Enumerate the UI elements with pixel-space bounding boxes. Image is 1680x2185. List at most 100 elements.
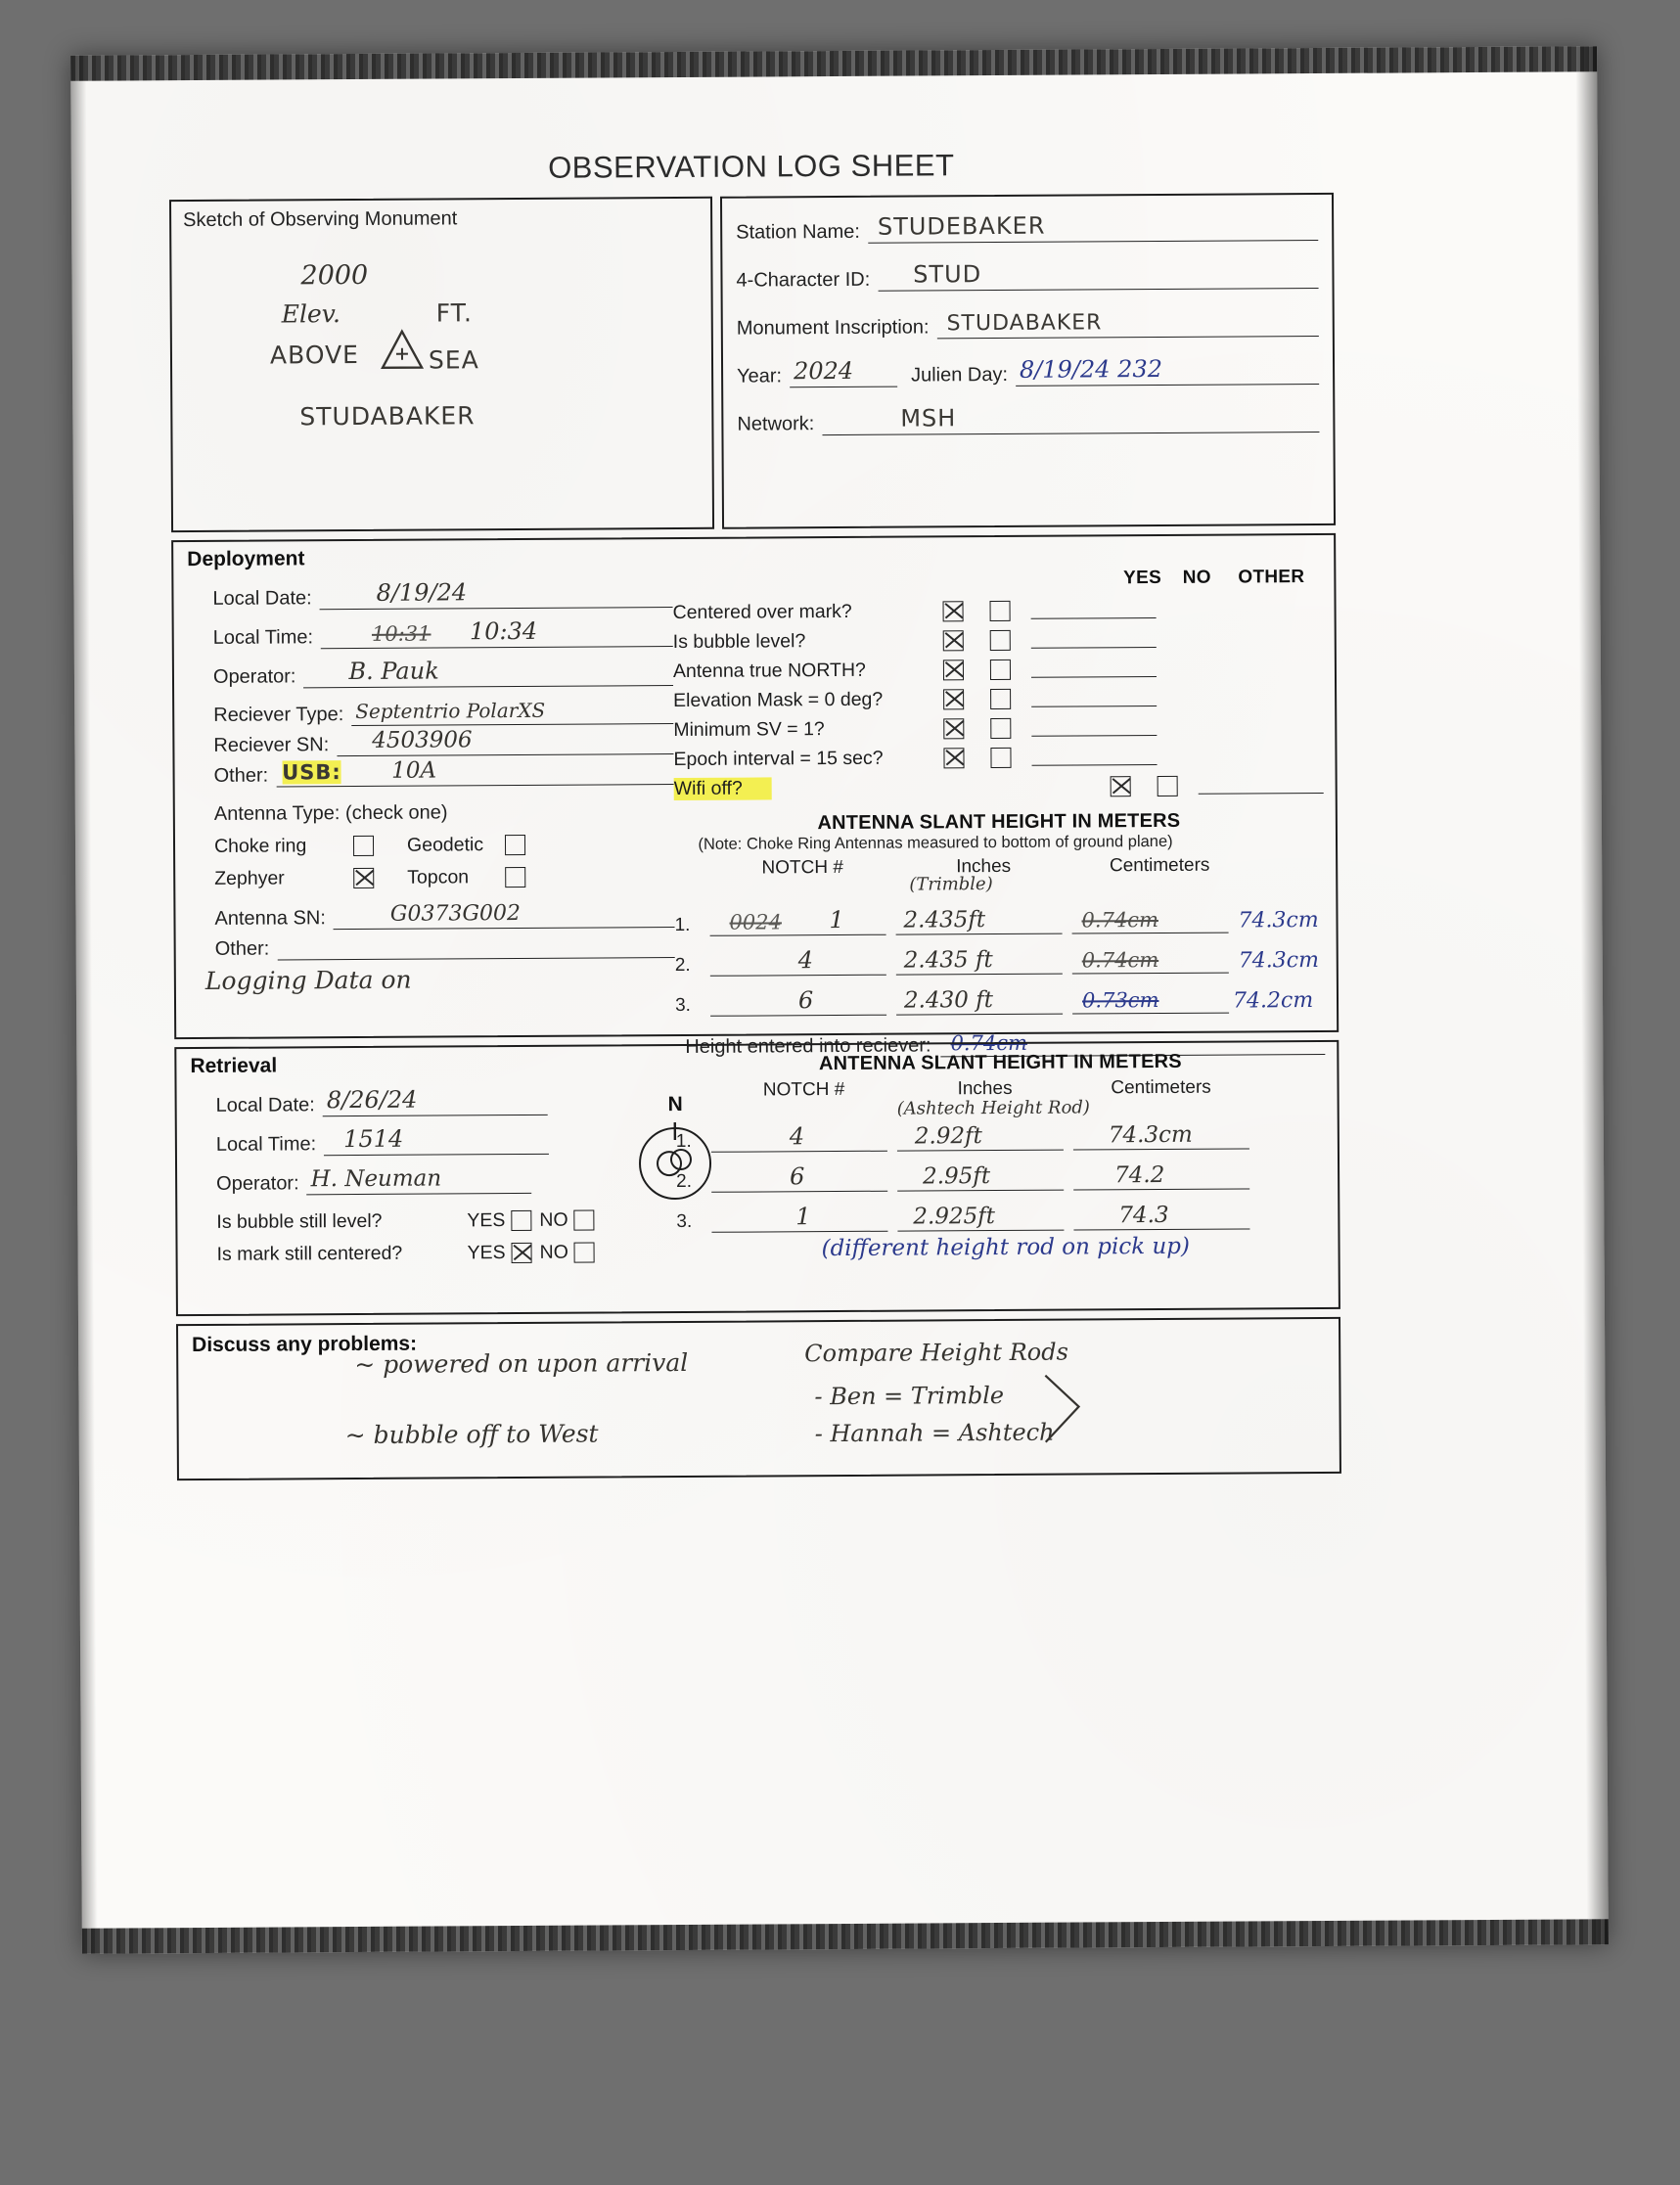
other-line-elevation-mask[interactable]: [1031, 689, 1158, 707]
retrieval-local-time-field[interactable]: 1514: [324, 1125, 550, 1157]
other-line-wifi-off[interactable]: [1198, 775, 1324, 795]
deployment-slant-headers: NOTCH # Inches Centimeters: [674, 854, 1324, 880]
retrieval-inches-field-3[interactable]: 2.925ft: [897, 1200, 1065, 1232]
problem-note-right-3: - Hannah = Ashtech: [814, 1418, 1055, 1448]
retrieval-checkbox-mark-yes[interactable]: [511, 1242, 532, 1264]
problems-panel[interactable]: Discuss any problems: ~ powered on upon …: [176, 1316, 1341, 1481]
deploy-local-time-value: 10:34: [469, 616, 538, 646]
checklist-question-elevation-mask: Elevation Mask = 0 deg?: [673, 688, 884, 711]
julien-day-value: 8/19/24 232: [1019, 354, 1163, 384]
checkbox-yes-antenna-true-north[interactable]: [942, 659, 964, 680]
deployment-slant-row-index-1: 1.: [674, 914, 691, 936]
antenna-other-field[interactable]: [277, 932, 675, 961]
other-line-antenna-true-north[interactable]: [1030, 660, 1157, 678]
deployment-slant-row-index-3: 3.: [674, 994, 691, 1017]
network-field[interactable]: MSH: [822, 404, 1320, 436]
checkbox-yes-centered-over-mark[interactable]: [942, 600, 964, 621]
checkbox-no-elevation-mask[interactable]: [989, 688, 1011, 709]
sketch-drawing-area[interactable]: 2000 Elev. FT. ABOVE SEA STUDABAKER: [183, 229, 701, 511]
retrieval-bubble-question: Is bubble still level?: [216, 1209, 383, 1233]
retrieval-local-date-field[interactable]: 8/26/24: [322, 1086, 548, 1117]
retrieval-slant-row-index-3: 3.: [676, 1210, 693, 1233]
retrieval-notch-value-3: 1: [795, 1203, 811, 1231]
retrieval-columns: Local Date: 8/26/24 Local Time: 1514: [190, 1051, 1326, 1266]
deployment-cm-field-1[interactable]: 0.74cm: [1071, 902, 1229, 934]
deploy-reciever-type-field[interactable]: Septentrio PolarXS: [351, 698, 674, 727]
network-value: MSH: [900, 404, 957, 432]
checklist-header-no: NO: [1182, 567, 1211, 588]
deploy-operator-field[interactable]: B. Pauk: [303, 657, 674, 689]
retrieval-checkbox-bubble-no[interactable]: [573, 1209, 595, 1231]
deploy-local-time-struck: 10:31: [371, 621, 431, 646]
checkbox-yes-wifi-off[interactable]: [1110, 775, 1131, 797]
deployment-inches-field-3[interactable]: 2.430 ft: [895, 983, 1064, 1016]
checkbox-yes-epoch-interval[interactable]: [942, 747, 965, 768]
retrieval-notch-field-3[interactable]: 1: [711, 1201, 888, 1233]
year-field[interactable]: 2024: [789, 357, 898, 388]
deployment-notch-field-3[interactable]: 6: [709, 984, 887, 1017]
antenna-type-label: Antenna Type: (check one): [213, 801, 448, 825]
deploy-reciever-sn-field[interactable]: 4503906: [337, 727, 674, 757]
julien-day-field[interactable]: 8/19/24 232: [1015, 354, 1320, 387]
paper-shadow-right: [1575, 46, 1609, 1945]
monument-inscription-value: STUDABAKER: [946, 310, 1103, 337]
deployment-checklist: Centered over mark? Is bubble level?: [672, 594, 1324, 803]
other-line-minimum-sv[interactable]: [1031, 718, 1158, 737]
deployment-inches-field-2[interactable]: 2.435 ft: [895, 943, 1063, 976]
deployment-cm-field-3[interactable]: 0.73cm: [1071, 982, 1230, 1015]
brace-arrow-icon: [1044, 1374, 1081, 1443]
deploy-reciever-type-value: Septentrio PolarXS: [355, 698, 546, 724]
antenna-option-label-geodetic: Geodetic: [406, 834, 484, 856]
deploy-local-time-field[interactable]: 10:31 10:34: [320, 616, 673, 650]
retrieval-inches-field-2[interactable]: 2.95ft: [897, 1160, 1065, 1192]
problem-note-left-1: ~ powered on upon arrival: [354, 1347, 689, 1380]
station-name-field[interactable]: STUDEBAKER: [867, 212, 1319, 244]
retrieval-operator-row: Operator: H. Neuman: [216, 1165, 676, 1196]
antenna-sn-field[interactable]: G0373G002: [333, 901, 675, 931]
checkbox-no-minimum-sv[interactable]: [989, 717, 1011, 739]
checkbox-yes-minimum-sv[interactable]: [942, 717, 964, 739]
other-line-epoch-interval[interactable]: [1031, 748, 1158, 766]
deployment-notch-field-2[interactable]: 4: [709, 944, 886, 977]
antenna-checkbox-choke-ring[interactable]: [352, 835, 375, 857]
checkbox-no-wifi-off[interactable]: [1157, 775, 1178, 797]
deployment-cm-value-1: 74.3cm: [1238, 908, 1319, 933]
retrieval-cm-field-3[interactable]: 74.3: [1073, 1199, 1250, 1231]
retrieval-cm-value-3: 74.3: [1118, 1202, 1169, 1229]
retrieval-checkbox-mark-no[interactable]: [573, 1242, 595, 1263]
deploy-reciever-sn-value: 4503906: [372, 727, 473, 753]
retrieval-operator-field[interactable]: H. Neuman: [306, 1165, 532, 1196]
checklist-headers: YES NO OTHER: [1123, 567, 1304, 589]
checkbox-no-antenna-true-north[interactable]: [989, 659, 1011, 680]
antenna-checkbox-zephyer[interactable]: [353, 867, 375, 889]
antenna-checkbox-geodetic[interactable]: [504, 834, 526, 856]
logging-data-note: Logging Data on: [204, 965, 412, 995]
retrieval-cm-field-1[interactable]: 74.3cm: [1072, 1118, 1249, 1151]
checkbox-no-centered-over-mark[interactable]: [989, 600, 1011, 621]
retrieval-checkbox-bubble-yes[interactable]: [511, 1209, 532, 1232]
table-row: 1. 4 2.92ft 74.3cm: [676, 1118, 1326, 1153]
other-line-centered-over-mark[interactable]: [1030, 601, 1157, 619]
deploy-local-date-row: Local Date: 8/19/24: [212, 578, 673, 611]
retrieval-notch-field-1[interactable]: 4: [710, 1120, 887, 1153]
monument-inscription-field[interactable]: STUDABAKER: [936, 309, 1319, 340]
retrieval-inches-field-1[interactable]: 2.92ft: [896, 1119, 1064, 1152]
deployment-inches-field-1[interactable]: 2.435ft: [895, 903, 1063, 935]
checkbox-no-epoch-interval[interactable]: [989, 747, 1012, 768]
deploy-local-date-field[interactable]: 8/19/24: [319, 578, 673, 611]
checkbox-yes-elevation-mask[interactable]: [942, 688, 964, 709]
retrieval-left-column: Local Date: 8/26/24 Local Time: 1514: [190, 1075, 712, 1266]
four-char-id-field[interactable]: STUD: [878, 260, 1319, 292]
checkbox-no-bubble-level[interactable]: [989, 629, 1011, 651]
deployment-notch-field-1[interactable]: 0024 1: [709, 904, 886, 936]
antenna-checkbox-topcon[interactable]: [505, 866, 526, 888]
deploy-other-field[interactable]: USB: 10A: [276, 758, 674, 788]
deployment-slant-col-centimeters: Centimeters: [1109, 854, 1210, 877]
retrieval-cm-field-2[interactable]: 74.2: [1073, 1159, 1250, 1191]
retrieval-notch-field-2[interactable]: 6: [711, 1161, 888, 1193]
sketch-ft-label: FT.: [435, 298, 473, 328]
checkbox-yes-bubble-level[interactable]: [942, 629, 964, 651]
problem-note-right-1: Compare Height Rods: [804, 1338, 1068, 1368]
other-line-bubble-level[interactable]: [1030, 630, 1157, 649]
deployment-cm-field-2[interactable]: 0.74cm: [1071, 942, 1229, 975]
